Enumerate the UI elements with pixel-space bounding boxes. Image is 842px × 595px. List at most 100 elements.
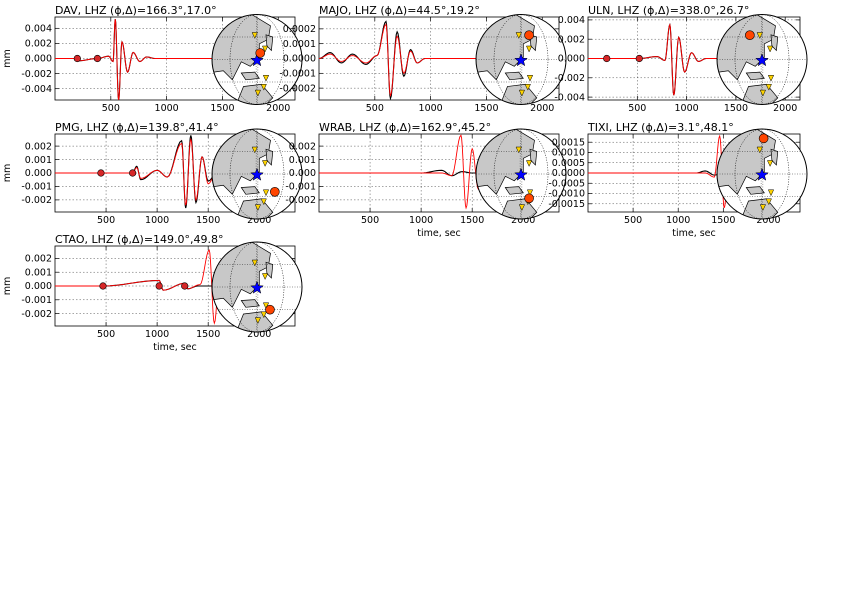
x-tick-label: 2000 <box>530 103 554 114</box>
event-marker <box>262 160 269 167</box>
event-marker <box>526 189 534 197</box>
chart-panel-6: 500 1000 1500 20000.00150.00100.00050.0000-… <box>548 121 808 239</box>
x-tick-label: 2000 <box>266 103 290 114</box>
event-marker <box>515 146 522 154</box>
indonesia-landmass <box>240 186 260 195</box>
source-star-icon <box>250 167 264 181</box>
x-tick-label: 500 <box>366 103 384 114</box>
event-marker <box>262 273 269 281</box>
event-marker <box>526 160 533 167</box>
y-tick-label: -0.0002 <box>279 83 316 94</box>
chart-panel-3: 500 1000 1500 2000 0.004 0.002 0.000 -0.002 -0.0… <box>554 4 808 114</box>
globe-outline <box>716 14 808 105</box>
chart-panel-7: 500 1000 1500 2000 0.002 0.001 0.000 -0.001 -0.0… <box>2 233 303 353</box>
event-marker <box>767 160 774 167</box>
globe-inset <box>475 14 567 105</box>
y-tick-label: 0.001 <box>25 155 52 166</box>
event-marker <box>767 45 774 53</box>
x-tick-label: 1500 <box>474 103 498 114</box>
y-tick-label: 0.000 <box>558 54 585 65</box>
indonesia-landmass <box>240 71 260 81</box>
chart-title: CTAO, LHZ (ϕ,Δ)=149.0°,49.8° <box>55 233 224 246</box>
event-marker <box>759 204 766 211</box>
phase-marker <box>181 282 189 290</box>
y-tick-label: -0.0015 <box>548 199 585 210</box>
chart-title: MAJO, LHZ (ϕ,Δ)=44.5°,19.2° <box>319 4 480 17</box>
y-tick-label: 0.004 <box>558 15 585 26</box>
event-marker <box>518 204 525 211</box>
y-tick-label: 0.000 <box>289 168 316 179</box>
station-marker <box>524 193 534 204</box>
y-tick-label: 0.0000 <box>283 54 316 65</box>
event-marker <box>254 204 261 211</box>
globe-outline <box>475 128 567 220</box>
chart-title: PMG, LHZ (ϕ,Δ)=139.8°,41.4° <box>55 121 219 134</box>
x-axis-label: time, sec <box>417 228 461 239</box>
indonesia-landmass <box>504 186 524 195</box>
x-tick-label: 1500 <box>724 103 748 114</box>
station-marker <box>745 30 755 41</box>
station-marker <box>524 30 534 41</box>
globe-outline <box>716 128 808 220</box>
indonesia-landmass <box>745 71 765 81</box>
x-tick-label: 2000 <box>247 215 271 226</box>
chart-panel-5: 500 1000 1500 2000 0.002 0.001 0.000 -0.001 -0.0… <box>285 121 567 239</box>
phase-marker <box>155 282 163 290</box>
source-star-icon <box>250 280 264 294</box>
event-marker <box>756 32 763 39</box>
y-tick-label: -0.0005 <box>548 178 585 189</box>
phase-marker <box>635 54 643 63</box>
meridian <box>734 129 790 219</box>
event-marker <box>262 45 269 53</box>
y-tick-label: -0.002 <box>21 69 52 80</box>
event-marker <box>262 189 270 197</box>
chart-panel-4: 500 1000 1500 2000 0.002 0.001 0.000 -0.001 -0.0… <box>2 121 303 226</box>
phase-marker <box>73 54 81 63</box>
y-tick-label: 0.004 <box>25 24 52 35</box>
meridian <box>229 129 285 219</box>
indonesia-landmass <box>240 299 260 308</box>
meridian <box>734 14 790 105</box>
y-tick-label: -0.002 <box>21 195 52 206</box>
chart-title: TIXI, LHZ (ϕ,Δ)=3.1°,48.1° <box>587 121 734 134</box>
y-tick-label: 0.0000 <box>552 168 585 179</box>
event-marker <box>765 84 772 91</box>
meridian <box>229 242 285 332</box>
y-tick-label: 0.001 <box>25 267 52 278</box>
event-marker <box>254 317 261 324</box>
y-tick-label: -0.004 <box>21 84 52 95</box>
meridian <box>493 14 549 105</box>
y-tick-label: 0.0010 <box>552 148 585 159</box>
y-tick-label: 0.002 <box>25 254 52 265</box>
chart-title: ULN, LHZ (ϕ,Δ)=338.0°,26.7° <box>588 4 749 17</box>
x-axis-label: time, sec <box>153 342 197 353</box>
event-marker <box>526 75 534 82</box>
x-tick-label: 1000 <box>409 215 433 226</box>
x-tick-label: 1500 <box>196 215 220 226</box>
source-star-icon <box>514 167 528 181</box>
y-tick-label: -0.0010 <box>548 189 585 200</box>
station-marker <box>758 133 769 144</box>
event-marker <box>515 32 522 39</box>
x-tick-label: 2000 <box>511 215 535 226</box>
event-marker <box>759 89 766 97</box>
x-tick-label: 1500 <box>210 103 234 114</box>
event-marker <box>251 146 258 154</box>
source-star-icon <box>755 53 769 67</box>
synthetic-trace <box>319 23 559 98</box>
x-tick-label: 2000 <box>773 103 797 114</box>
y-tick-label: 0.001 <box>289 155 316 166</box>
station-marker <box>265 304 275 315</box>
x-tick-label: 500 <box>628 103 646 114</box>
y-tick-label: 0.0015 <box>552 137 585 148</box>
x-tick-label: 1000 <box>666 215 690 226</box>
x-tick-label: 500 <box>97 329 115 340</box>
y-tick-label: 0.0002 <box>283 24 316 35</box>
event-marker <box>756 146 763 154</box>
indonesia-landmass <box>504 71 524 81</box>
y-tick-label: 0.000 <box>25 281 52 292</box>
x-tick-label: 500 <box>97 215 115 226</box>
meridian <box>229 14 285 105</box>
globe-inset <box>716 14 808 105</box>
event-marker <box>260 84 267 91</box>
